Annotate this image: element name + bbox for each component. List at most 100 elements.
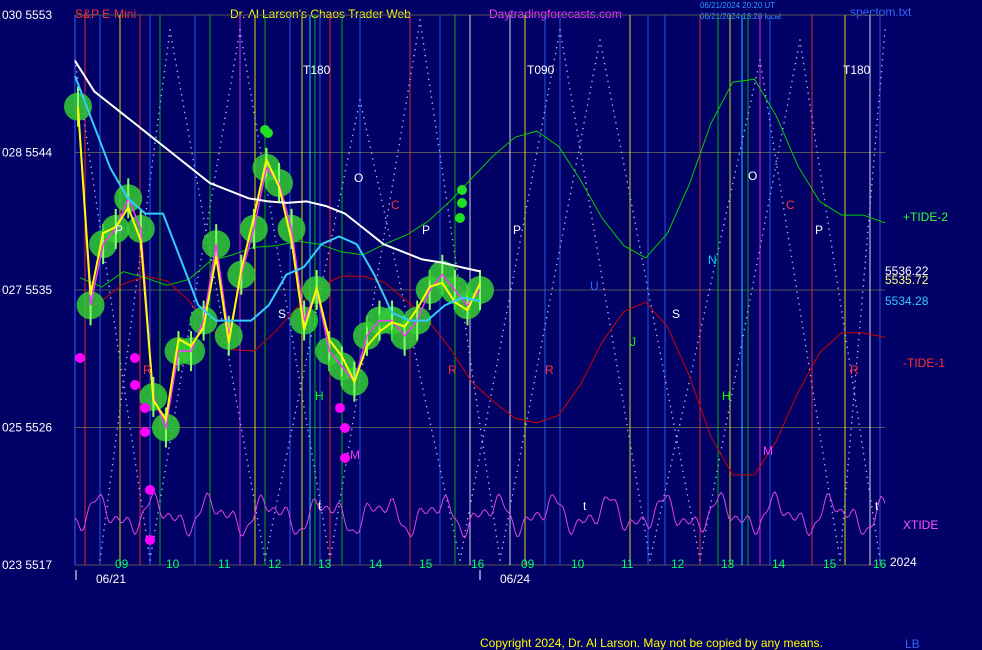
dotted-curve-point	[782, 202, 784, 204]
dotted-curve-point	[474, 476, 477, 479]
dotted-curve-point	[420, 31, 423, 33]
dotted-curve-point	[528, 405, 531, 408]
dotted-curve-point	[551, 287, 554, 289]
dotted-curve-point	[295, 358, 297, 361]
dotted-curve-point	[124, 368, 126, 371]
dotted-curve-point	[215, 170, 217, 173]
dotted-curve-point	[285, 300, 287, 302]
dotted-curve-point	[332, 228, 335, 231]
dotted-curve-point	[126, 410, 129, 412]
dotted-curve-point	[478, 422, 481, 425]
dotted-curve-point	[821, 181, 823, 183]
dotted-curve-point	[112, 457, 115, 460]
x-tick-label: 11	[218, 557, 231, 571]
dotted-curve-point	[328, 553, 330, 555]
cycle-letter: t	[318, 499, 322, 513]
dotted-curve-point	[147, 189, 150, 192]
dotted-curve-point	[729, 399, 732, 402]
dotted-curve-point	[209, 205, 211, 208]
dotted-curve-point	[462, 541, 465, 544]
dotted-curve-point	[259, 535, 262, 538]
timestamp-ut: 06/21/2024 20:20 UT	[700, 1, 775, 10]
dotted-curve-point	[769, 192, 772, 195]
dotted-curve-point	[95, 202, 98, 204]
dotted-curve-point	[820, 440, 822, 442]
dotted-curve-point	[774, 154, 777, 157]
dotted-curve-point	[857, 344, 860, 347]
x-tick-label: 13	[721, 557, 735, 571]
dotted-curve-point	[692, 523, 694, 526]
dotted-curve-point	[746, 118, 748, 120]
dotted-curve-point	[471, 369, 473, 371]
dotted-curve-point	[872, 517, 875, 520]
dotted-curve-point	[874, 142, 877, 144]
dotted-curve-point	[388, 203, 391, 205]
dotted-curve-point	[686, 494, 689, 496]
dotted-curve-point	[115, 434, 118, 436]
dotted-curve-point	[393, 173, 396, 176]
dotted-curve-point	[118, 410, 121, 412]
dotted-curve-point	[270, 529, 272, 532]
dotted-curve-point	[851, 416, 853, 418]
dotted-curve-point	[776, 166, 778, 168]
dotted-curve-point	[401, 293, 404, 296]
dotted-curve-point	[659, 512, 662, 514]
dotted-curve-point	[798, 303, 800, 305]
dotted-curve-point	[720, 446, 723, 449]
dotted-curve-point	[871, 511, 874, 514]
forecast-dot	[455, 213, 465, 223]
dotted-curve-point	[871, 506, 873, 508]
readout-yellow: 5535.72	[885, 273, 929, 287]
dotted-curve-point	[413, 346, 415, 349]
dotted-curve-point	[145, 207, 148, 210]
dotted-curve-point	[876, 124, 878, 127]
dotted-curve-point	[426, 66, 428, 69]
dotted-curve-point	[754, 269, 757, 272]
dotted-curve-point	[483, 452, 485, 454]
dotted-curve-point	[837, 287, 839, 289]
dotted-curve-point	[569, 192, 572, 195]
dotted-curve-point	[338, 505, 340, 508]
dotted-curve-point	[434, 447, 437, 449]
dotted-curve-point	[779, 139, 782, 142]
site-link[interactable]: Daytradingforecasts.com	[489, 7, 622, 21]
dotted-curve-point	[556, 40, 559, 43]
dotted-curve-point	[272, 223, 274, 226]
dotted-curve-point	[407, 90, 409, 93]
dotted-curve-point	[509, 506, 512, 508]
cycle-letter: M	[350, 448, 360, 462]
dotted-curve-point	[350, 140, 353, 143]
dotted-curve-point	[726, 417, 729, 419]
dotted-curve-point	[252, 105, 254, 108]
dotted-curve-point	[607, 80, 609, 83]
dotted-curve-point	[147, 547, 150, 549]
dotted-curve-point	[643, 269, 646, 272]
dotted-curve-point	[98, 219, 100, 222]
date-label: 06/24	[500, 572, 530, 586]
dotted-curve-point	[535, 152, 538, 155]
dotted-curve-point	[589, 205, 591, 208]
series-name: XTIDE	[903, 518, 938, 532]
dotted-curve-point	[164, 470, 166, 473]
dotted-curve-point	[236, 46, 238, 49]
dotted-curve-point	[242, 435, 244, 438]
dotted-curve-point	[645, 535, 647, 538]
dotted-curve-point	[107, 499, 109, 502]
dotted-curve-point	[138, 487, 141, 490]
dotted-curve-point	[802, 327, 804, 329]
dotted-curve-point	[360, 105, 363, 107]
dotted-curve-point	[857, 417, 859, 419]
x-tick-label: 09	[521, 557, 535, 571]
cycle-letter: M	[763, 444, 773, 458]
cycle-letter: O	[748, 169, 757, 183]
dotted-curve-point	[484, 458, 486, 460]
dotted-curve-point	[393, 258, 396, 261]
dotted-curve-point	[409, 78, 411, 81]
dotted-curve-point	[120, 368, 123, 371]
dotted-curve-point	[386, 215, 389, 217]
dotted-curve-point	[242, 46, 244, 49]
dotted-curve-point	[505, 311, 508, 314]
dotted-curve-point	[294, 411, 297, 414]
dotted-curve-point	[538, 352, 541, 354]
dotted-curve-point	[181, 370, 183, 373]
